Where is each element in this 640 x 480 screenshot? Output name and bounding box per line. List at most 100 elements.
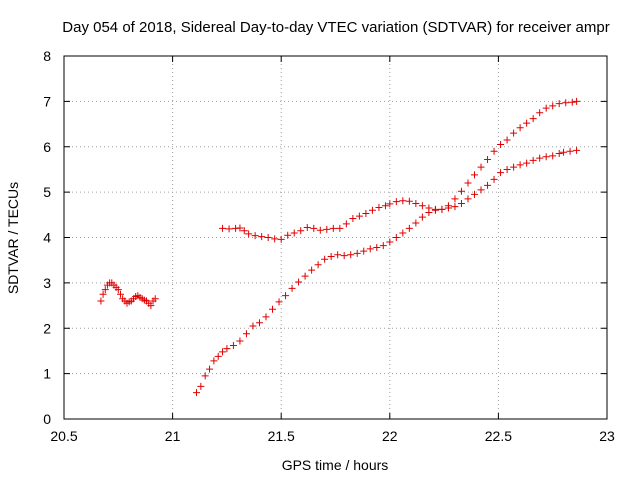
data-point bbox=[114, 286, 122, 294]
data-point bbox=[529, 156, 537, 164]
data-point bbox=[438, 205, 446, 213]
data-point bbox=[536, 154, 544, 162]
data-point bbox=[97, 297, 105, 305]
data-point bbox=[329, 224, 337, 232]
data-point bbox=[399, 197, 407, 205]
data-point bbox=[362, 209, 370, 217]
y-tick-label: 6 bbox=[43, 139, 51, 155]
data-point bbox=[392, 234, 400, 241]
data-point bbox=[425, 209, 433, 217]
data-point bbox=[386, 200, 394, 208]
data-point bbox=[225, 225, 233, 233]
data-point bbox=[457, 199, 465, 207]
x-tick-label: 22.5 bbox=[485, 428, 512, 444]
y-tick-label: 2 bbox=[43, 320, 51, 336]
data-point bbox=[349, 214, 357, 222]
data-point bbox=[295, 278, 303, 286]
data-point bbox=[516, 124, 524, 132]
data-point bbox=[236, 224, 244, 232]
data-point bbox=[497, 169, 505, 177]
data-point bbox=[444, 202, 452, 210]
data-point bbox=[321, 255, 329, 263]
data-point bbox=[562, 99, 570, 107]
data-points bbox=[97, 97, 581, 397]
x-tick-labels: 20.5 21 21.5 22 22.5 23 bbox=[50, 428, 615, 444]
data-point bbox=[210, 357, 218, 365]
y-tick-label: 1 bbox=[43, 366, 51, 382]
data-point bbox=[418, 213, 426, 221]
data-point bbox=[457, 187, 465, 195]
data-point bbox=[542, 104, 550, 112]
data-point bbox=[560, 148, 568, 156]
data-point bbox=[342, 220, 350, 228]
data-point bbox=[101, 286, 109, 294]
data-point bbox=[275, 298, 283, 306]
data-point bbox=[464, 179, 472, 187]
data-point bbox=[490, 175, 498, 183]
data-point bbox=[229, 341, 237, 349]
data-point bbox=[116, 290, 124, 298]
x-tick-label: 22 bbox=[382, 428, 398, 444]
data-point bbox=[477, 186, 485, 194]
data-point bbox=[269, 305, 277, 313]
data-point bbox=[471, 190, 479, 198]
data-point bbox=[262, 313, 270, 321]
data-point bbox=[360, 247, 368, 255]
data-point bbox=[271, 235, 279, 243]
data-point bbox=[516, 161, 524, 169]
data-point bbox=[510, 129, 518, 137]
data-point bbox=[308, 266, 316, 274]
data-point bbox=[503, 136, 511, 144]
y-tick-label: 4 bbox=[43, 230, 51, 246]
data-point bbox=[566, 147, 574, 155]
y-tick-label: 7 bbox=[43, 93, 51, 109]
data-point bbox=[484, 181, 492, 189]
data-point bbox=[334, 251, 342, 259]
data-point bbox=[549, 102, 557, 110]
data-point bbox=[290, 229, 298, 237]
data-point bbox=[366, 245, 374, 253]
data-point bbox=[151, 295, 159, 303]
data-point bbox=[381, 202, 389, 210]
data-point bbox=[255, 319, 263, 327]
data-point bbox=[197, 382, 205, 390]
data-point bbox=[484, 155, 492, 163]
data-point bbox=[340, 252, 348, 260]
data-point bbox=[323, 225, 331, 233]
data-point bbox=[523, 119, 531, 127]
data-point bbox=[219, 224, 227, 232]
data-point bbox=[471, 171, 479, 179]
data-point bbox=[529, 115, 537, 123]
data-point bbox=[373, 243, 381, 251]
data-point bbox=[549, 152, 557, 160]
x-tick-label: 20.5 bbox=[50, 428, 77, 444]
y-tick-label: 8 bbox=[43, 48, 51, 64]
axis-ticks bbox=[63, 55, 608, 420]
data-point bbox=[316, 226, 324, 234]
data-point bbox=[288, 284, 296, 292]
x-tick-label: 21.5 bbox=[268, 428, 295, 444]
data-point bbox=[379, 242, 387, 250]
data-point bbox=[314, 261, 322, 269]
data-point bbox=[573, 146, 581, 154]
data-point bbox=[347, 251, 355, 259]
data-point bbox=[386, 238, 394, 246]
data-point bbox=[223, 345, 231, 353]
data-point bbox=[555, 100, 563, 108]
data-point bbox=[464, 195, 472, 203]
data-point bbox=[451, 195, 459, 203]
data-point bbox=[284, 231, 292, 239]
data-point bbox=[214, 352, 222, 360]
x-tick-label: 23 bbox=[599, 428, 615, 444]
data-point bbox=[242, 330, 250, 338]
data-point bbox=[282, 292, 290, 300]
data-point bbox=[297, 227, 305, 235]
data-point bbox=[555, 150, 563, 158]
data-point bbox=[375, 204, 383, 212]
data-point bbox=[418, 202, 426, 210]
data-point bbox=[219, 348, 227, 356]
data-point bbox=[277, 235, 285, 243]
data-point bbox=[477, 163, 485, 171]
x-tick-label: 21 bbox=[165, 428, 181, 444]
y-axis-label: SDTVAR / TECUs bbox=[5, 182, 21, 294]
